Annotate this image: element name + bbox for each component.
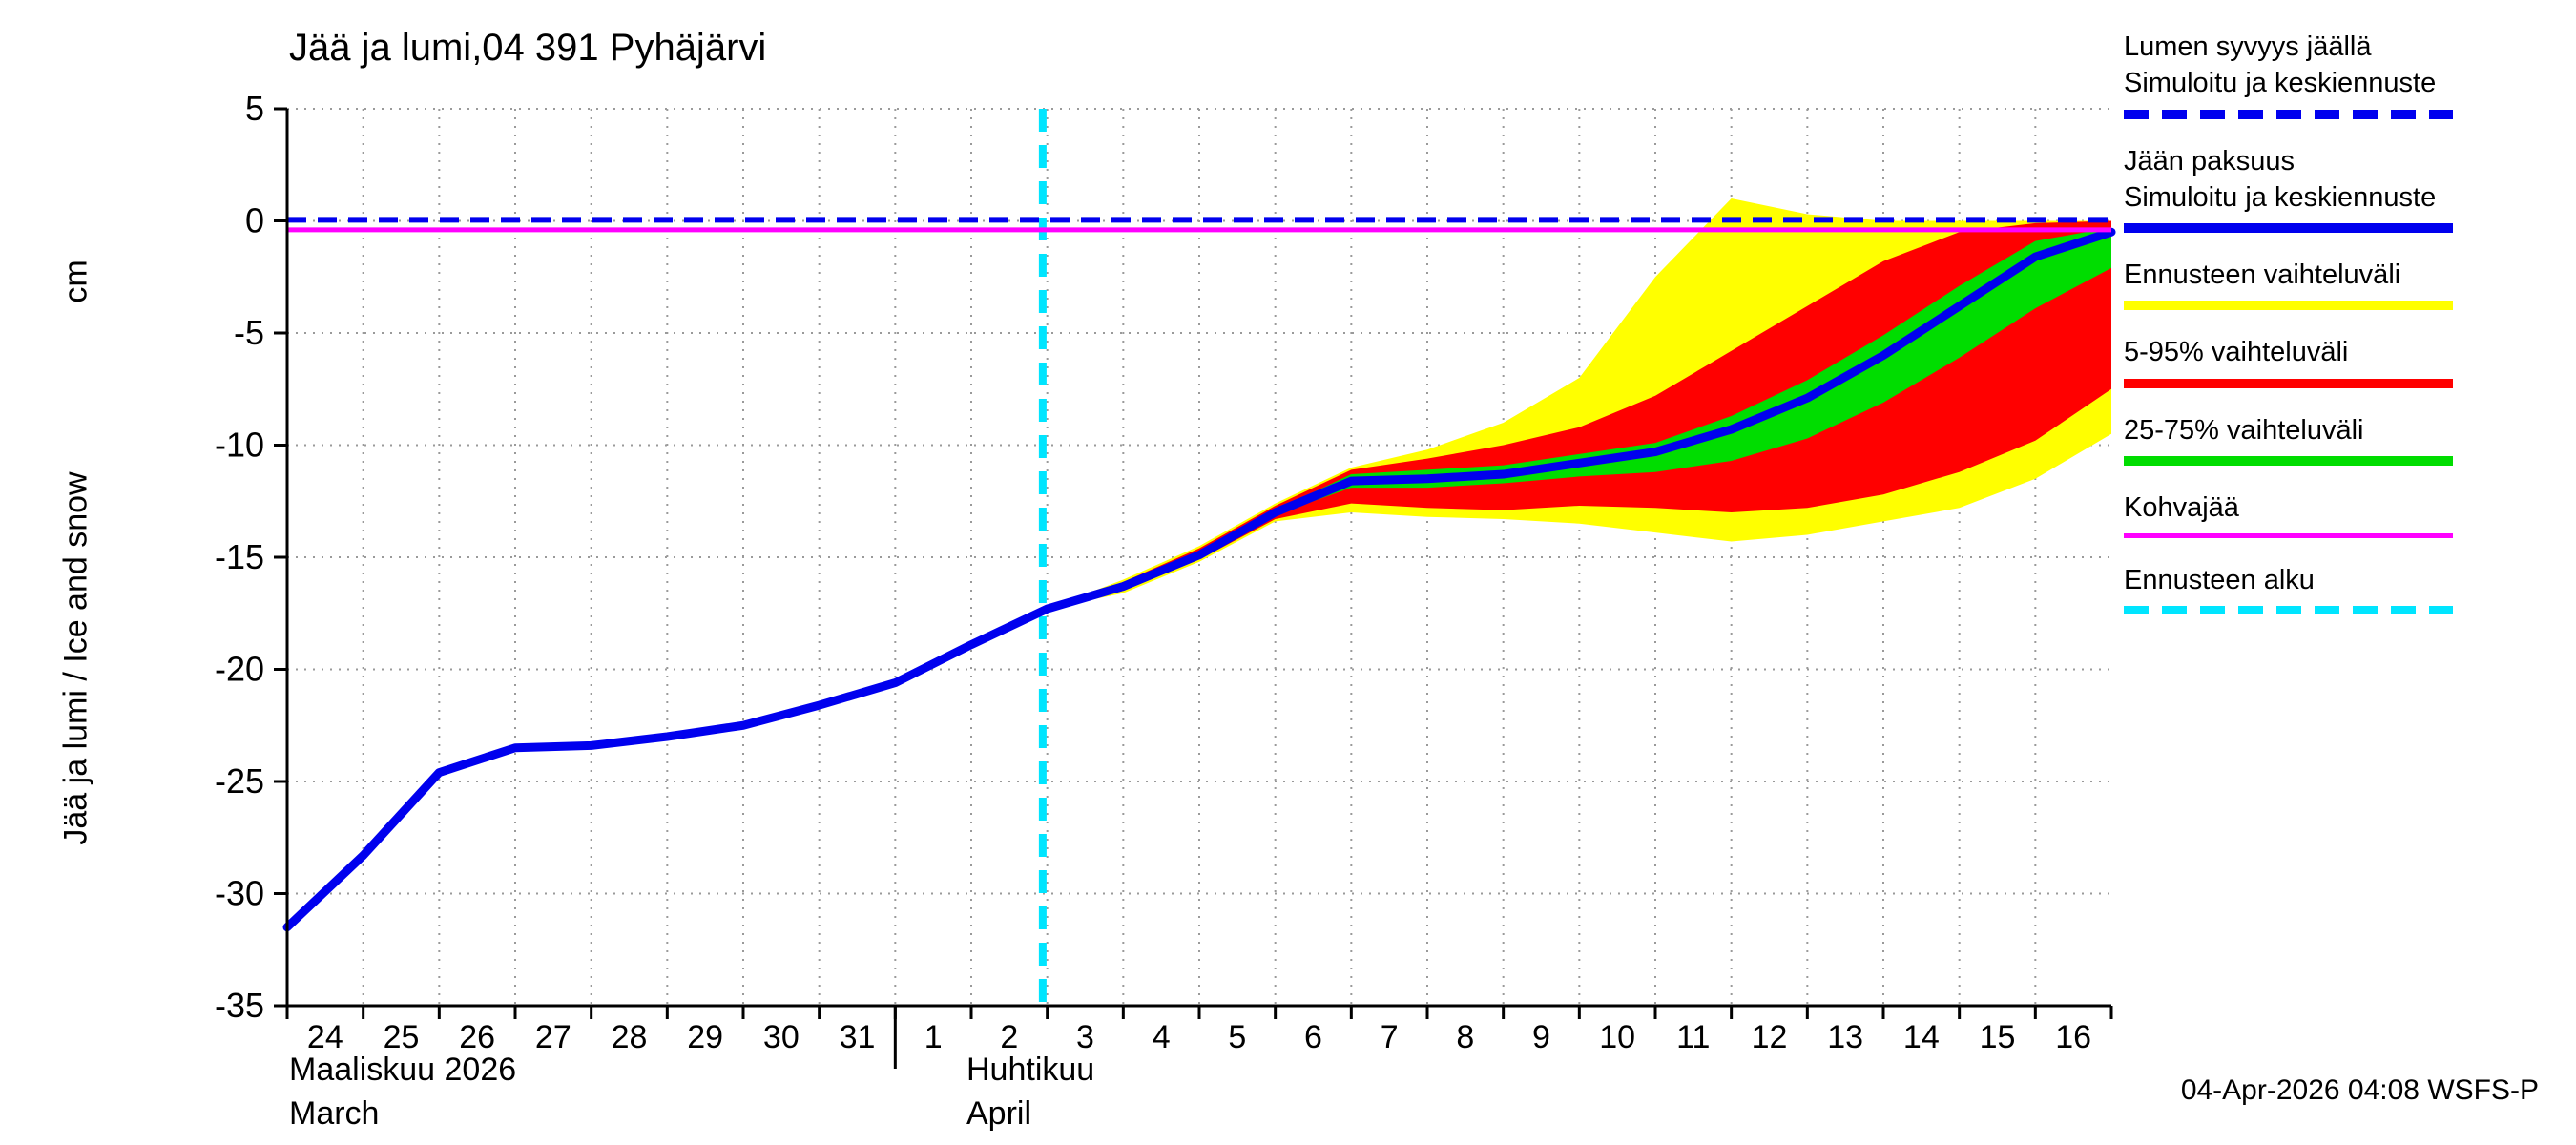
y-tick-label: -30 xyxy=(215,874,264,913)
legend-label: Lumen syvyys jäällä xyxy=(2124,31,2372,62)
legend-label: Kohvajää xyxy=(2124,491,2239,523)
x-tick-label: 11 xyxy=(1676,1019,1710,1055)
x-tick-label: 10 xyxy=(1599,1019,1635,1055)
x-tick-label: 15 xyxy=(1980,1019,2016,1055)
x-tick-label: 14 xyxy=(1903,1019,1940,1055)
legend-item-6: Ennusteen alku xyxy=(2124,562,2453,615)
legend-label: 25-75% vaihteluväli xyxy=(2124,414,2364,446)
ice-thickness-line xyxy=(282,227,2116,932)
legend-item-1: Jään paksuus Simuloitu ja keskiennuste xyxy=(2124,143,2453,234)
band-green xyxy=(1275,227,2111,515)
x-tick-label: 2 xyxy=(1000,1019,1018,1055)
legend: Lumen syvyys jäällä Simuloitu ja keskienn… xyxy=(2124,29,2453,638)
x-tick-label: 29 xyxy=(687,1019,723,1055)
x-tick-label: 16 xyxy=(2055,1019,2091,1055)
x-tick-label: 3 xyxy=(1076,1019,1094,1055)
legend-label: Ennusteen vaihteluväli xyxy=(2124,260,2401,291)
legend-item-3: 5-95% vaihteluväli xyxy=(2124,334,2453,388)
x-tick-label: 28 xyxy=(612,1019,648,1055)
legend-item-4: 25-75% vaihteluväli xyxy=(2124,412,2453,466)
legend-line-sample xyxy=(2124,223,2453,234)
legend-label: Ennusteen alku xyxy=(2124,565,2315,596)
legend-item-2: Ennusteen vaihteluväli xyxy=(2124,257,2453,311)
legend-label: 5-95% vaihteluväli xyxy=(2124,337,2349,368)
y-tick-label: -35 xyxy=(215,986,264,1025)
x-tick-label: 13 xyxy=(1827,1019,1863,1055)
month-label-march-fi: Maaliskuu 2026 xyxy=(289,1051,517,1088)
x-tick-label: 12 xyxy=(1752,1019,1788,1055)
x-tick-label: 24 xyxy=(307,1019,343,1055)
y-tick-label: 0 xyxy=(245,201,264,240)
y-tick-label: -5 xyxy=(234,313,264,352)
x-tick-label: 7 xyxy=(1381,1019,1399,1055)
legend-line-sample xyxy=(2124,533,2453,539)
legend-sublabel: Simuloitu ja keskiennuste xyxy=(2124,181,2437,213)
y-tick-label: 5 xyxy=(245,89,264,128)
legend-line-sample xyxy=(2124,378,2453,388)
x-tick-label: 8 xyxy=(1456,1019,1474,1055)
x-tick-label: 31 xyxy=(840,1019,876,1055)
legend-line-sample xyxy=(2124,109,2453,119)
x-tick-label: 25 xyxy=(384,1019,420,1055)
legend-line-sample xyxy=(2124,301,2453,311)
y-tick-label: -20 xyxy=(215,650,264,689)
x-tick-label: 5 xyxy=(1228,1019,1246,1055)
x-tick-label: 30 xyxy=(763,1019,800,1055)
y-tick-label: -25 xyxy=(215,761,264,801)
x-tick-label: 1 xyxy=(924,1019,943,1055)
legend-item-5: Kohvajää xyxy=(2124,489,2453,539)
month-label-march-en: March xyxy=(289,1095,380,1132)
legend-line-sample xyxy=(2124,606,2453,615)
x-tick-label: 26 xyxy=(459,1019,495,1055)
legend-label: Jään paksuus xyxy=(2124,145,2295,177)
month-label-april-en: April xyxy=(966,1095,1032,1132)
y-tick-label: -10 xyxy=(215,426,264,465)
x-tick-label: 6 xyxy=(1304,1019,1322,1055)
legend-sublabel: Simuloitu ja keskiennuste xyxy=(2124,68,2437,99)
legend-item-0: Lumen syvyys jäällä Simuloitu ja keskienn… xyxy=(2124,29,2453,119)
x-tick-label: 4 xyxy=(1153,1019,1171,1055)
chart-title: Jää ja lumi,04 391 Pyhäjärvi xyxy=(289,27,767,69)
band-red xyxy=(1047,220,2111,610)
month-label-april-fi: Huhtikuu xyxy=(966,1051,1095,1088)
timestamp: 04-Apr-2026 04:08 WSFS-P xyxy=(2180,1074,2539,1106)
legend-line-sample xyxy=(2124,455,2453,466)
x-tick-label: 9 xyxy=(1532,1019,1550,1055)
y-tick-label: -15 xyxy=(215,537,264,576)
x-tick-label: 27 xyxy=(535,1019,571,1055)
